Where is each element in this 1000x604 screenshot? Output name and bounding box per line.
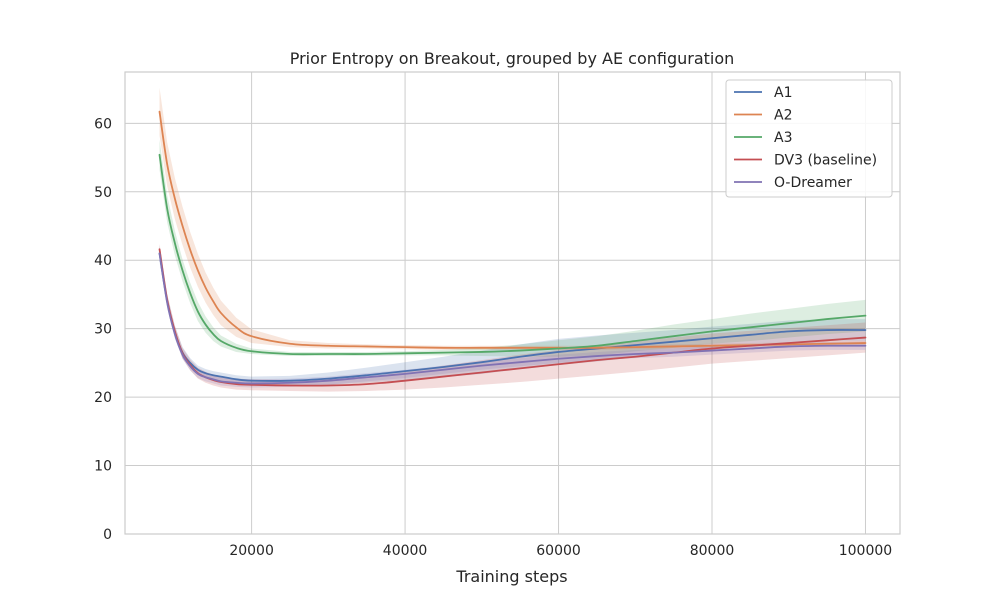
y-tick-label: 40 — [94, 253, 112, 269]
series-line-a1 — [158, 252, 867, 382]
legend-label-a3: A3 — [774, 130, 792, 146]
series-line-a3 — [158, 153, 867, 356]
legend-label-o-dreamer: O-Dreamer — [774, 175, 852, 191]
legend-label-a2: A2 — [774, 108, 792, 124]
band-dv3-baseline — [159, 243, 866, 392]
y-tick-label: 60 — [94, 116, 112, 132]
x-tick-label: 20000 — [229, 543, 274, 559]
legend-label-a1: A1 — [774, 85, 792, 101]
x-axis-title: Training steps — [455, 567, 567, 586]
x-axis-ticks: 20000 40000 60000 80000 100000 — [229, 543, 892, 559]
x-tick-label: 40000 — [383, 543, 428, 559]
x-tick-label: 80000 — [690, 543, 735, 559]
y-tick-label: 20 — [94, 390, 112, 406]
series-lines — [158, 110, 867, 387]
band-a2 — [159, 87, 866, 350]
series-line-o-dreamer — [158, 252, 867, 385]
y-tick-label: 0 — [103, 527, 112, 543]
y-tick-label: 10 — [94, 459, 112, 475]
y-tick-label: 50 — [94, 185, 112, 201]
legend-box — [725, 79, 893, 198]
plot-frame — [124, 71, 901, 535]
y-tick-label: 30 — [94, 322, 112, 338]
x-tick-label: 60000 — [536, 543, 581, 559]
band-a3 — [159, 139, 866, 357]
legend: A1 A2 A3 DV3 (baseline) O-Dreamer — [725, 79, 893, 198]
y-axis-ticks: 0 10 20 30 40 50 60 — [94, 116, 112, 543]
series-line-a2 — [158, 110, 867, 349]
legend-label-dv3-baseline: DV3 (baseline) — [774, 153, 877, 169]
x-tick-label: 100000 — [839, 543, 892, 559]
chart-title: Prior Entropy on Breakout, grouped by AE… — [290, 49, 735, 68]
